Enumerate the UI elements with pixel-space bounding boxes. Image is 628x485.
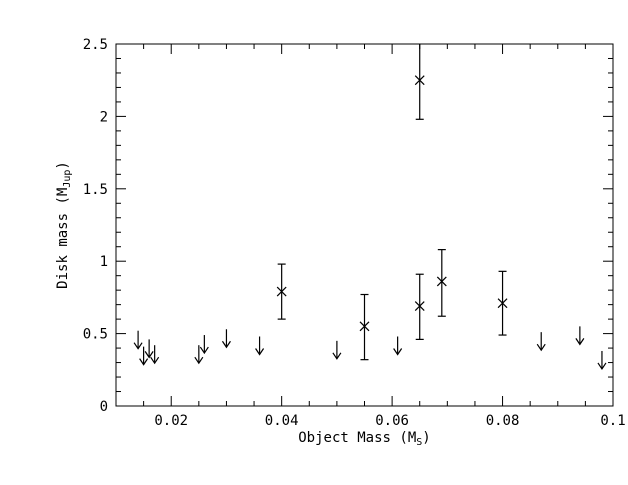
upper-limit-arrow — [199, 335, 209, 355]
y-tick-label: 1.5 — [83, 182, 108, 198]
upper-limit-arrow — [393, 336, 403, 356]
upper-limit-arrow — [144, 339, 154, 359]
arrow-head — [332, 352, 342, 360]
x-tick-label: 0.1 — [600, 413, 625, 429]
arrow-head — [536, 343, 546, 352]
y-tick-label: 0.5 — [83, 327, 108, 343]
x-tick-label: 0.04 — [265, 413, 299, 429]
detection-point — [414, 44, 425, 120]
arrow-head — [575, 338, 585, 346]
y-axis-label: Disk mass (MJup) — [55, 161, 73, 289]
cross-marker — [497, 298, 508, 309]
axis-ticks — [115, 43, 614, 407]
x-tick-label: 0.02 — [154, 413, 188, 429]
arrow-head — [139, 358, 149, 366]
upper-limit-arrow — [133, 330, 143, 350]
detection-point — [276, 263, 287, 320]
arrow-head — [150, 356, 160, 365]
y-tick-label: 2.5 — [83, 37, 108, 53]
y-tick-label: 2 — [100, 109, 108, 125]
upper-limit-arrow — [221, 329, 231, 349]
detection-point — [436, 249, 447, 317]
x-tick-label: 0.08 — [486, 413, 520, 429]
cross-marker — [414, 75, 425, 86]
arrow-head — [199, 346, 209, 355]
upper-limit-arrow — [194, 345, 204, 365]
upper-limit-arrow — [255, 336, 265, 356]
upper-limit-arrow — [575, 326, 585, 346]
arrow-head — [221, 340, 231, 349]
cross-marker — [276, 286, 287, 297]
arrow-head — [255, 348, 265, 356]
cross-marker — [359, 321, 370, 332]
y-tick-label: 0 — [100, 399, 108, 415]
arrow-head — [194, 356, 204, 365]
upper-limit-arrow — [332, 340, 342, 360]
x-tick-label: 0.06 — [375, 413, 409, 429]
upper-limit-arrow — [150, 345, 160, 365]
cross-marker — [414, 301, 425, 312]
detection-point — [497, 270, 508, 336]
arrow-head — [144, 351, 154, 359]
arrow-head — [133, 342, 143, 350]
x-axis-label: Object Mass (MS) — [298, 430, 430, 448]
arrow-head — [393, 348, 403, 356]
axis-tick-labels: 0.02 0.04 0.06 0.08 0.1 0 0.5 1 1.5 2 2.5 — [83, 37, 626, 429]
detection-point — [414, 273, 425, 340]
upper-limit-arrow — [536, 332, 546, 352]
y-tick-label: 1 — [100, 254, 108, 270]
data-marks — [133, 44, 607, 371]
upper-limit-arrow — [139, 346, 149, 366]
detection-point — [359, 293, 370, 361]
cross-marker — [436, 276, 447, 287]
upper-limit-arrow — [597, 350, 607, 371]
arrow-head — [597, 362, 607, 371]
